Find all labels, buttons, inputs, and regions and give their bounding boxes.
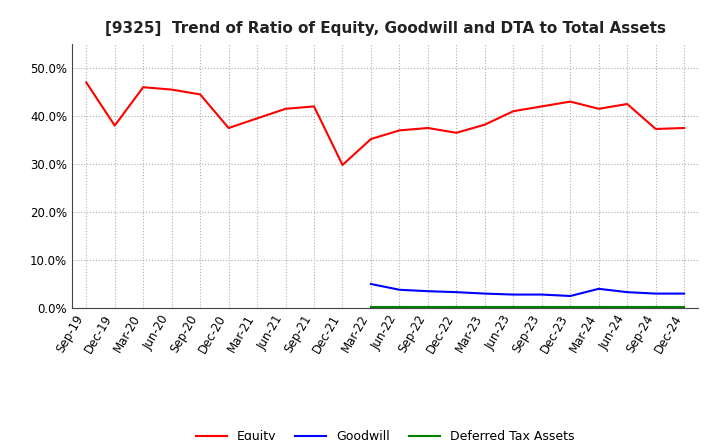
Deferred Tax Assets (623, 304, 631, 309)
Line: Goodwill: Goodwill (371, 284, 684, 296)
Goodwill (566, 293, 575, 299)
Equity (566, 99, 575, 104)
Equity (225, 125, 233, 131)
Deferred Tax Assets (566, 304, 575, 309)
Goodwill (652, 291, 660, 296)
Equity (310, 104, 318, 109)
Deferred Tax Assets (480, 304, 489, 309)
Equity (452, 130, 461, 136)
Equity (110, 123, 119, 128)
Goodwill (452, 290, 461, 295)
Legend: Equity, Goodwill, Deferred Tax Assets: Equity, Goodwill, Deferred Tax Assets (191, 425, 580, 440)
Equity (282, 106, 290, 111)
Equity (139, 84, 148, 90)
Deferred Tax Assets (452, 304, 461, 309)
Line: Equity: Equity (86, 82, 684, 165)
Goodwill (423, 289, 432, 294)
Equity (509, 109, 518, 114)
Deferred Tax Assets (395, 304, 404, 309)
Goodwill (623, 290, 631, 295)
Equity (680, 125, 688, 131)
Deferred Tax Assets (537, 304, 546, 309)
Equity (595, 106, 603, 111)
Equity (395, 128, 404, 133)
Goodwill (537, 292, 546, 297)
Deferred Tax Assets (652, 304, 660, 309)
Deferred Tax Assets (680, 304, 688, 309)
Equity (623, 101, 631, 106)
Equity (82, 80, 91, 85)
Deferred Tax Assets (366, 304, 375, 309)
Goodwill (509, 292, 518, 297)
Goodwill (395, 287, 404, 293)
Equity (423, 125, 432, 131)
Equity (196, 92, 204, 97)
Equity (167, 87, 176, 92)
Equity (652, 126, 660, 132)
Equity (338, 162, 347, 168)
Goodwill (680, 291, 688, 296)
Title: [9325]  Trend of Ratio of Equity, Goodwill and DTA to Total Assets: [9325] Trend of Ratio of Equity, Goodwil… (104, 21, 666, 36)
Equity (366, 136, 375, 142)
Deferred Tax Assets (509, 304, 518, 309)
Deferred Tax Assets (595, 304, 603, 309)
Equity (537, 104, 546, 109)
Equity (253, 116, 261, 121)
Goodwill (480, 291, 489, 296)
Goodwill (366, 281, 375, 286)
Goodwill (595, 286, 603, 291)
Equity (480, 122, 489, 127)
Deferred Tax Assets (423, 304, 432, 309)
